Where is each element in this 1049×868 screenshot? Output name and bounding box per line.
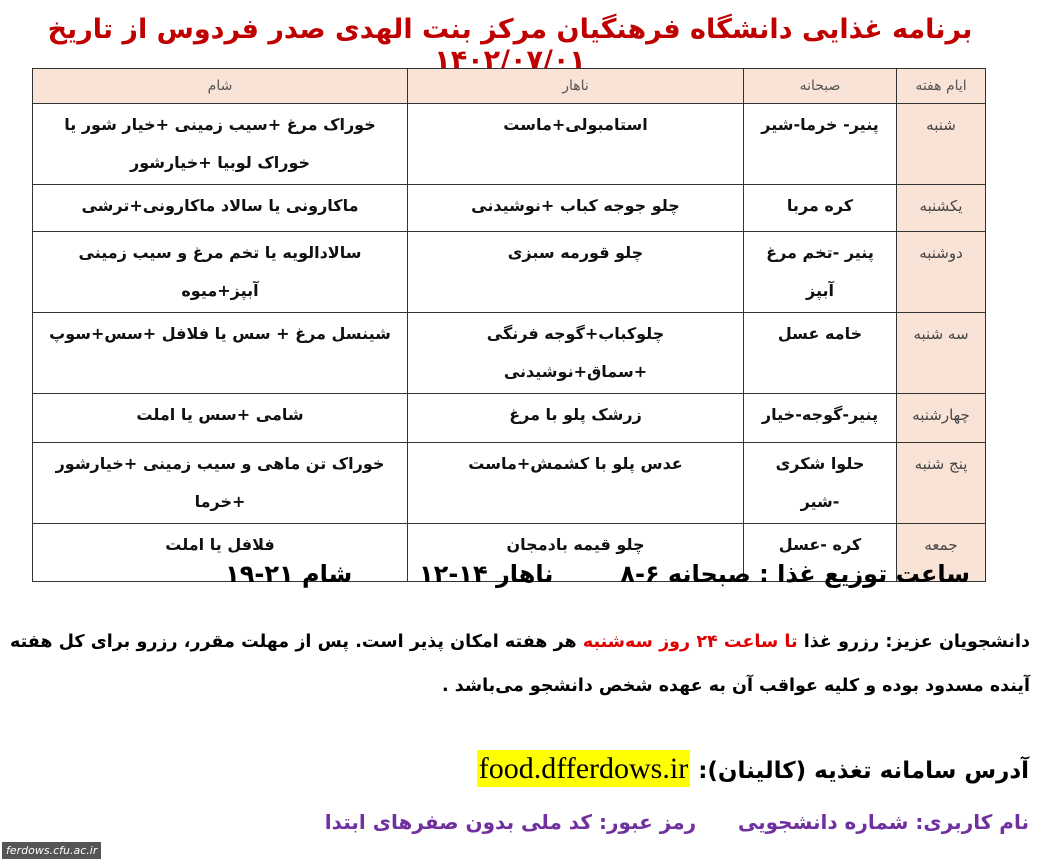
- table-row: چهارشنبه پنیر-گوجه-خیار زرشک پلو با مرغ شام…: [32, 393, 986, 443]
- cell-breakfast: پنیر- خرما-شیر: [743, 103, 897, 185]
- cell-lunch: زرشک پلو با مرغ: [407, 393, 744, 443]
- cell-day: دوشنبه: [896, 231, 986, 313]
- header-dinner: شام: [32, 68, 408, 104]
- cell-breakfast: کره -عسل: [743, 523, 897, 582]
- address-url[interactable]: food.dfferdows.ir: [476, 750, 691, 787]
- cell-day: سه شنبه: [896, 312, 986, 394]
- table-row: یکشنبه کره مربا چلو جوجه کباب +نوشیدنی ماکا…: [32, 184, 986, 232]
- menu-table: ایام هفته صبحانه ناهار شام شنبه پنیر- خرم…: [32, 68, 986, 582]
- note-part1: دانشجویان عزیز: رزرو غذا: [797, 632, 1030, 652]
- cell-day: پنج شنبه: [896, 442, 986, 524]
- cell-dinner: خوراک مرغ +سیب زمینی +خیار شور یا خوراک …: [32, 103, 408, 185]
- table-row: دوشنبه پنیر -تخم مرغ آبپز چلو قورمه سبزی سا…: [32, 231, 986, 313]
- cell-breakfast: کره مربا: [743, 184, 897, 232]
- cell-breakfast: پنیر -تخم مرغ آبپز: [743, 231, 897, 313]
- cell-lunch: چلو قورمه سبزی: [407, 231, 744, 313]
- cell-dinner: خوراک تن ماهی و سیب زمینی +خیارشور +خرما: [32, 442, 408, 524]
- cell-day: جمعه: [896, 523, 986, 582]
- login-info: نام کاربری: شماره دانشجویی رمز عبور: کد …: [324, 810, 1029, 834]
- watermark: ferdows.cfu.ac.ir: [2, 842, 102, 859]
- distribution-hours: ساعت توزیع غذا : صبحانه ۶-۸ ناهار ۱۴-۱۲ …: [225, 560, 970, 588]
- cell-dinner: شینسل مرغ + سس یا فلافل +سس+سوپ: [32, 312, 408, 394]
- note-part2: هر هفته امکان پذیر است. پس از مهلت مقرر،…: [10, 632, 1030, 696]
- table-header-row: ایام هفته صبحانه ناهار شام: [32, 68, 986, 104]
- cell-breakfast: پنیر-گوجه-خیار: [743, 393, 897, 443]
- cell-dinner: ماکارونی یا سالاد ماکارونی+ترشی: [32, 184, 408, 232]
- page-title: برنامه غذایی دانشگاه فرهنگیان مرکز بنت ا…: [47, 14, 973, 76]
- cell-breakfast: حلوا شکری -شیر: [743, 442, 897, 524]
- header-breakfast: صبحانه: [743, 68, 897, 104]
- cell-lunch: استامبولی+ماست: [407, 103, 744, 185]
- table-row: شنبه پنیر- خرما-شیر استامبولی+ماست خوراک مر…: [32, 103, 986, 185]
- table-row: پنج شنبه حلوا شکری -شیر عدس پلو با کشمش+ما…: [32, 442, 986, 524]
- cell-lunch: چلوکباب+گوجه فرنگی +سماق+نوشیدنی: [407, 312, 744, 394]
- table-row: جمعه کره -عسل چلو قیمه بادمجان فلافل یا امل…: [32, 523, 986, 582]
- cell-dinner: فلافل یا املت: [32, 523, 408, 582]
- cell-lunch: عدس پلو با کشمش+ماست: [407, 442, 744, 524]
- cell-lunch: چلو جوجه کباب +نوشیدنی: [407, 184, 744, 232]
- cell-lunch: چلو قیمه بادمجان: [407, 523, 744, 582]
- header-lunch: ناهار: [407, 68, 744, 104]
- table-row: سه شنبه خامه عسل چلوکباب+گوجه فرنگی +سماق+…: [32, 312, 986, 394]
- cell-dinner: سالادالویه یا تخم مرغ و سیب زمینی آبپز+م…: [32, 231, 408, 313]
- system-address: آدرس سامانه تغذیه (کالینان): food.dfferd…: [476, 750, 1029, 787]
- address-label: آدرس سامانه تغذیه (کالینان):: [690, 758, 1029, 784]
- cell-day: یکشنبه: [896, 184, 986, 232]
- header-days: ایام هفته: [896, 68, 986, 104]
- reservation-note: دانشجویان عزیز: رزرو غذا تا ساعت ۲۴ روز …: [10, 620, 1030, 708]
- note-deadline: تا ساعت ۲۴ روز سه‌شنبه: [582, 632, 798, 652]
- cell-dinner: شامی +سس یا املت: [32, 393, 408, 443]
- cell-day: شنبه: [896, 103, 986, 185]
- cell-breakfast: خامه عسل: [743, 312, 897, 394]
- cell-day: چهارشنبه: [896, 393, 986, 443]
